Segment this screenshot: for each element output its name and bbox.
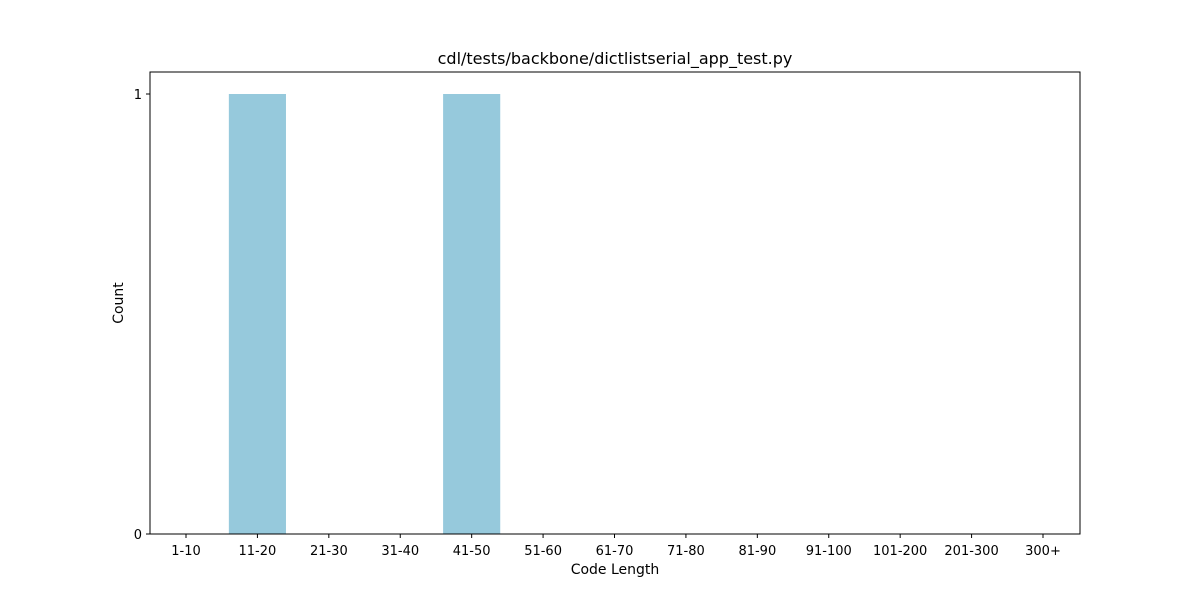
chart-title: cdl/tests/backbone/dictlistserial_app_te…	[438, 49, 793, 69]
x-tick-label: 91-100	[806, 544, 852, 559]
x-tick-label: 71-80	[667, 544, 705, 559]
y-axis-label: Count	[111, 282, 127, 324]
x-tick-label: 300+	[1025, 544, 1061, 559]
x-tick-label: 51-60	[524, 544, 562, 559]
bars-group	[228, 94, 501, 534]
x-tick-label: 1-10	[171, 544, 201, 559]
bar-11-20	[228, 94, 286, 534]
x-tick-label: 101-200	[873, 544, 927, 559]
x-tick-label: 61-70	[596, 544, 634, 559]
y-tick-label: 0	[134, 528, 142, 543]
x-tick-label: 201-300	[944, 544, 998, 559]
plot-frame	[149, 71, 1081, 535]
y-tick-label: 1	[134, 88, 142, 103]
x-tick-label: 41-50	[453, 544, 491, 559]
x-tick-label: 31-40	[381, 544, 419, 559]
x-axis-ticks: 1-10 11-20 21-30 31-40 41-50 51-60 61-70 71-80 8…	[171, 534, 1061, 559]
x-tick-label: 21-30	[310, 544, 348, 559]
x-tick-label: 11-20	[239, 544, 277, 559]
y-axis-ticks: 01	[134, 88, 150, 543]
bar-41-50	[443, 94, 501, 534]
x-axis-label: Code Length	[571, 562, 660, 578]
x-tick-label: 81-90	[738, 544, 776, 559]
